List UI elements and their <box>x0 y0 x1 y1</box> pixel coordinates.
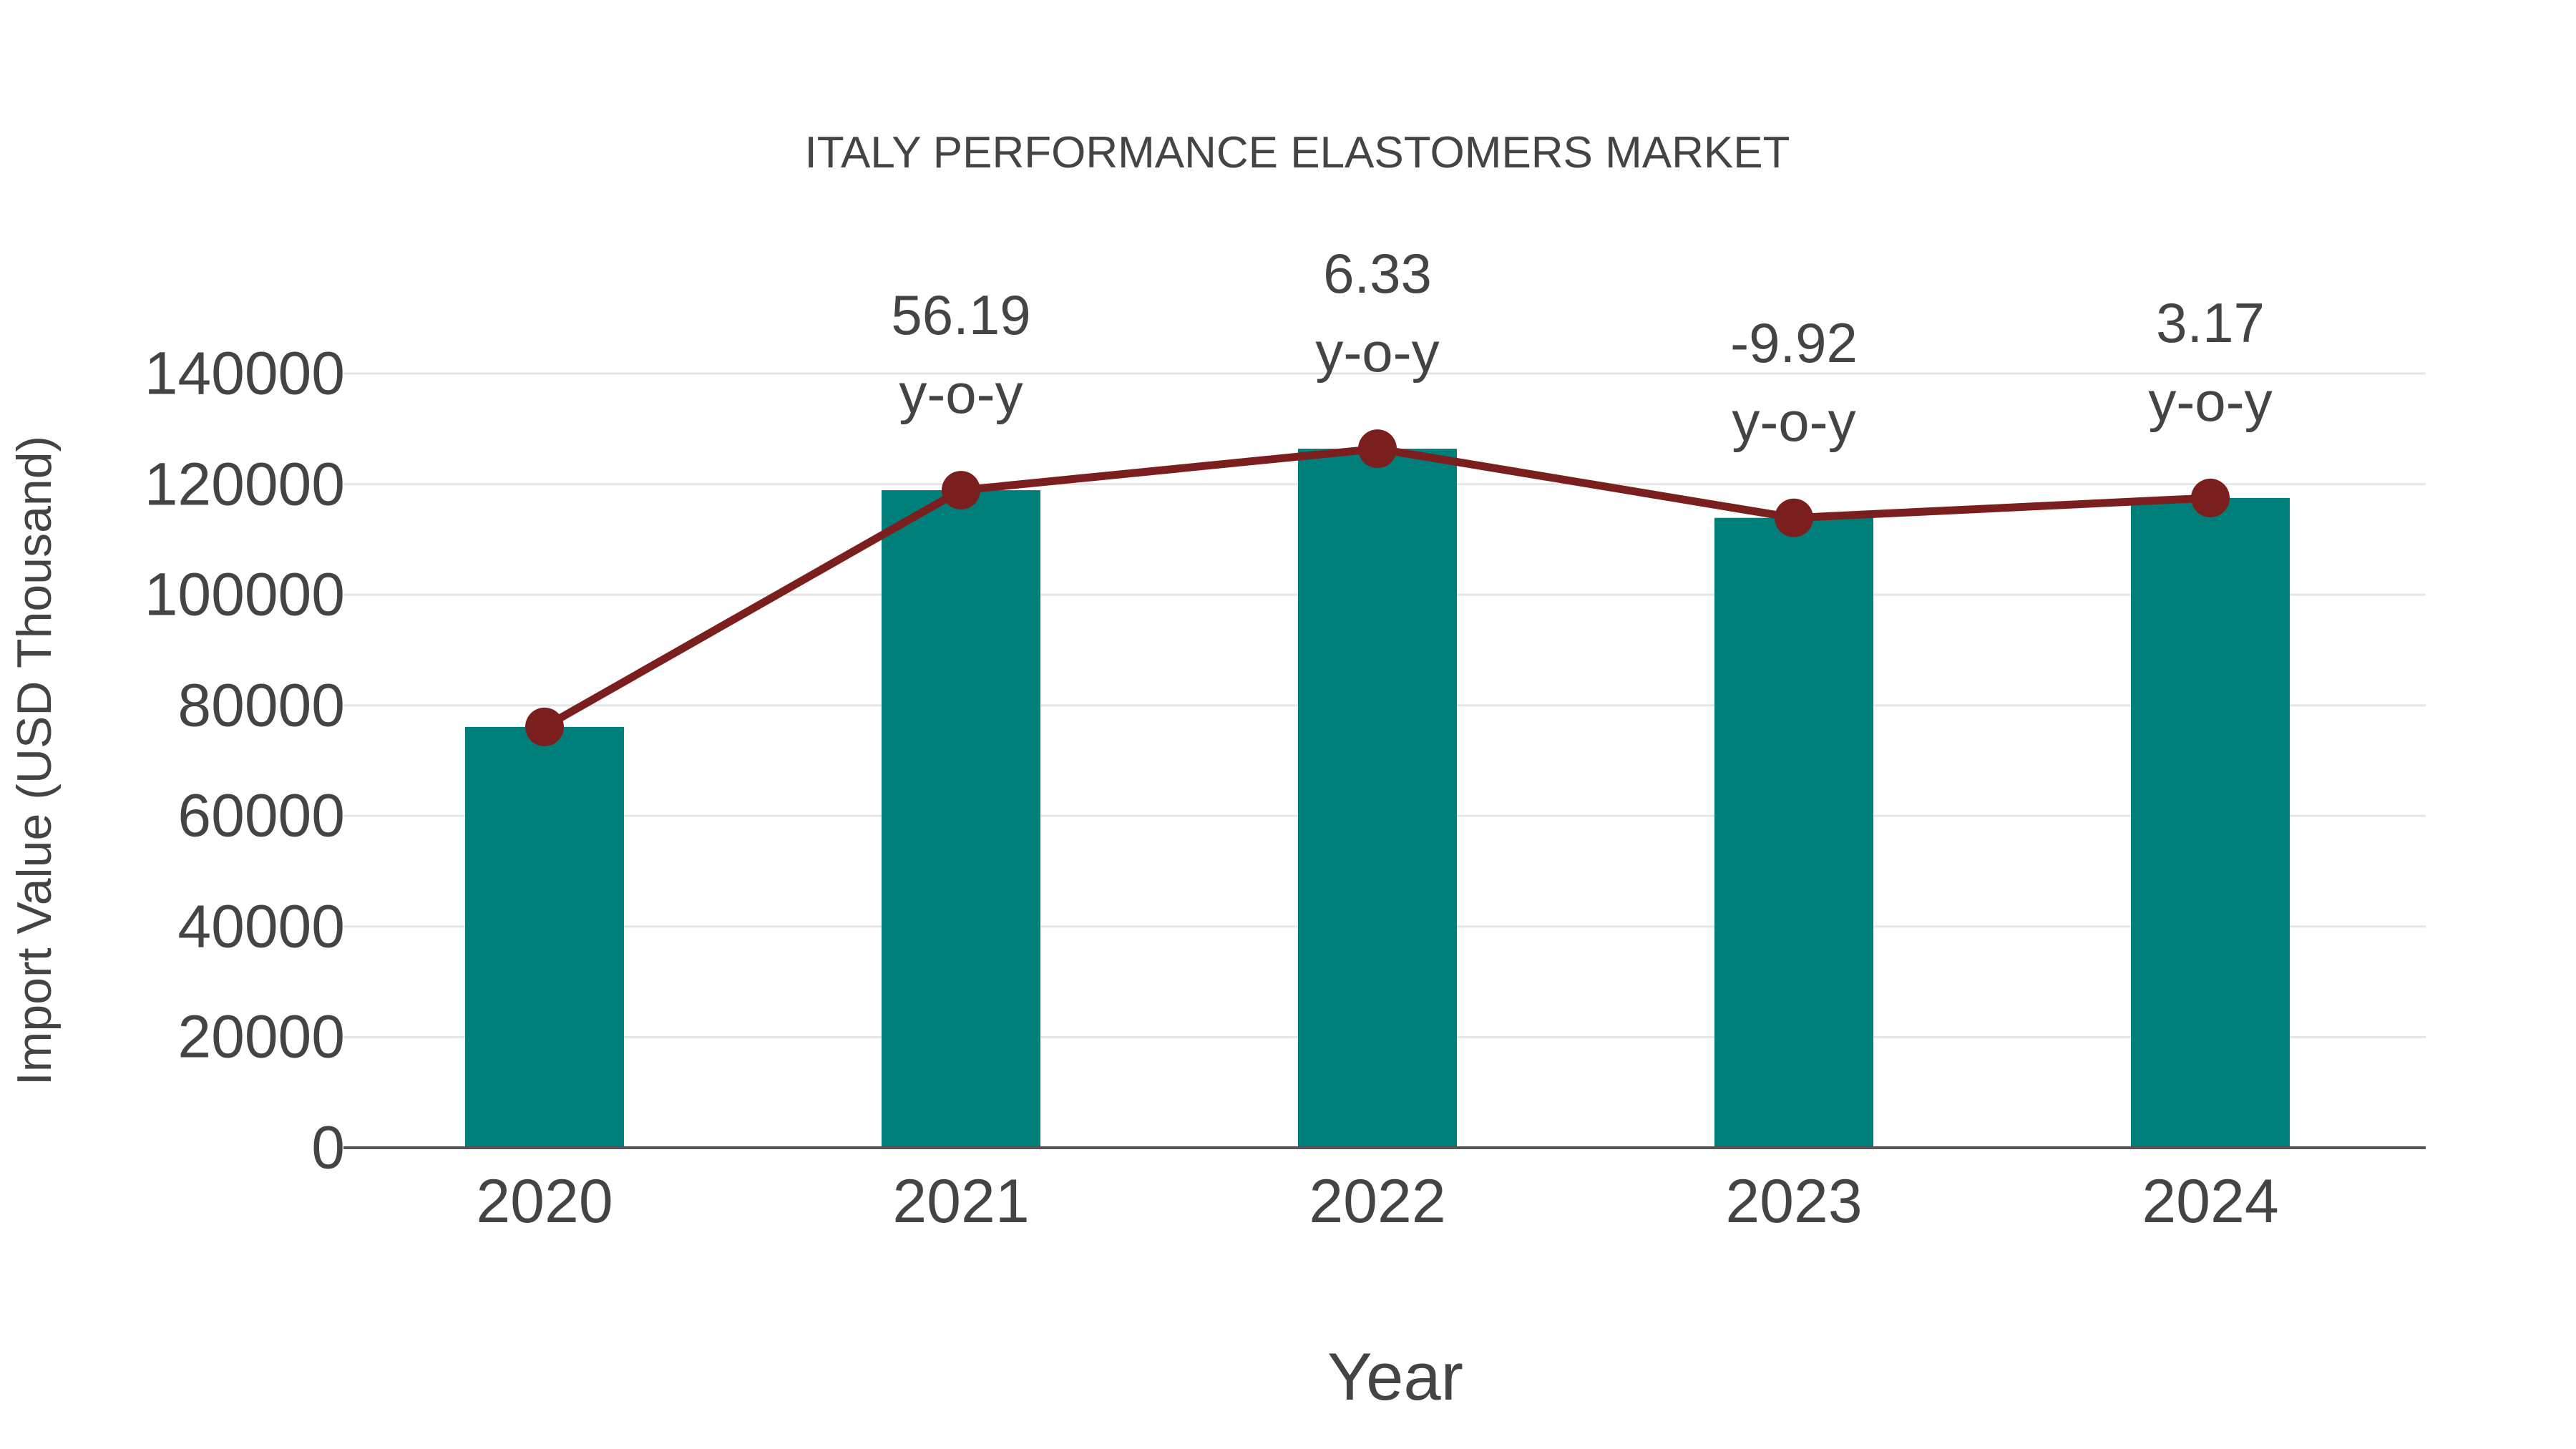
bar <box>465 726 624 1148</box>
yoy-annotation: 56.19 y-o-y <box>891 283 1031 426</box>
x-tick: 2021 <box>892 1167 1030 1236</box>
yoy-annotation: 6.33 y-o-y <box>1315 242 1440 384</box>
x-tick: 2020 <box>476 1167 613 1236</box>
line-marker <box>1775 498 1813 537</box>
y-axis-title: Import Value (USD Thousand) <box>7 435 62 1086</box>
y-tick: 60000 <box>177 781 345 849</box>
line-marker <box>2191 478 2230 517</box>
line-marker <box>942 471 980 510</box>
line-marker <box>1358 429 1397 469</box>
bar-series <box>465 449 2290 1148</box>
yoy-annotation: 3.17 y-o-y <box>2148 291 2273 433</box>
y-tick: 120000 <box>144 450 345 518</box>
y-tick: 20000 <box>177 1002 345 1070</box>
chart-title: ITALY PERFORMANCE ELASTOMERS MARKET <box>804 128 1790 177</box>
line-marker <box>525 707 564 746</box>
bar <box>1298 449 1457 1148</box>
y-tick: 140000 <box>144 339 345 407</box>
x-tick: 2023 <box>1725 1167 1863 1236</box>
bar <box>2131 497 2290 1148</box>
line-series <box>525 429 2230 746</box>
x-axis-title: Year <box>1327 1339 1463 1414</box>
bar <box>882 490 1040 1148</box>
y-tick: 0 <box>311 1113 345 1181</box>
x-tick: 2024 <box>2142 1167 2279 1236</box>
bar <box>1714 517 1873 1148</box>
x-tick: 2022 <box>1309 1167 1446 1236</box>
yoy-annotation: -9.92 y-o-y <box>1730 311 1858 453</box>
y-tick: 40000 <box>177 892 345 960</box>
y-tick: 100000 <box>144 560 345 628</box>
y-tick: 80000 <box>177 671 345 739</box>
